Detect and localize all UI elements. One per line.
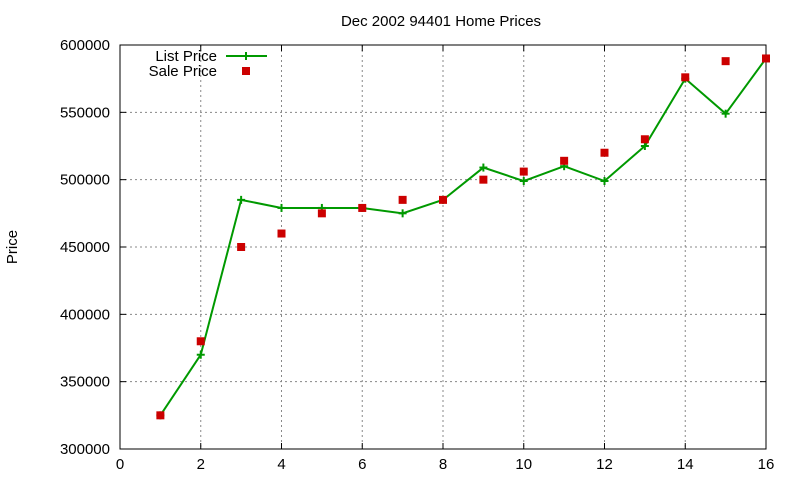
sale-price-point [156,411,165,420]
x-tick-label: 12 [596,456,613,473]
sale-price-point [762,54,770,63]
x-tick-label: 10 [515,456,532,473]
sale-price-point [721,57,730,66]
list-price-point [398,209,407,218]
y-tick-label: 350000 [60,374,110,391]
grid-lines [120,45,766,449]
sale-price-point [681,73,690,82]
list-price-series [156,54,770,420]
x-tick-label: 2 [197,456,205,473]
list-price-point [196,350,205,359]
sale-price-point [317,209,326,218]
sale-price-point [560,156,569,165]
x-tick-label: 8 [439,456,447,473]
y-tick-label: 300000 [60,441,110,458]
list-price-point [640,142,649,150]
list-price-point [721,109,730,118]
x-tick-label: 0 [116,456,124,473]
list-price-line [159,57,767,416]
list-price-point [600,177,609,186]
legend-item: List Price [155,48,267,65]
sale-price-point [277,229,286,238]
sale-price-point [479,175,488,184]
series-layer [156,54,770,420]
x-tick-label: 14 [677,456,694,473]
y-tick-label: 400000 [60,306,110,323]
legend-item: Sale Price [149,63,250,80]
sale-price-point [519,167,528,176]
x-axis-ticks: 0 2 4 6 8 10 12 14 16 [116,45,775,473]
list-price-point [277,203,286,212]
chart-title: Dec 2002 94401 Home Prices [341,13,541,30]
sale-price-point [640,135,649,144]
sale-price-point [600,148,609,157]
x-tick-label: 6 [358,456,366,473]
legend-plus-marker [242,52,250,60]
y-tick-label: 500000 [60,172,110,189]
sale-price-point [196,337,205,346]
x-tick-label: 4 [277,456,285,473]
y-tick-label: 450000 [60,239,110,256]
legend-label: Sale Price [149,63,217,80]
list-price-point [479,163,488,172]
y-tick-label: 600000 [60,37,110,54]
sale-price-series [156,54,770,420]
sale-price-point [439,195,447,204]
sale-price-point [398,195,407,204]
y-tick-label: 550000 [60,104,110,121]
legend-square-marker [242,67,250,75]
list-price-point [237,195,246,204]
legend-label: List Price [155,48,217,65]
y-axis-ticks: 300000 350000 400000 450000 500000 550000 6000… [60,37,766,458]
x-tick-label: 16 [758,456,775,473]
list-price-point [519,177,528,186]
sale-price-point [237,243,246,251]
y-axis-label: Price [4,230,21,264]
sale-price-point [358,203,367,212]
